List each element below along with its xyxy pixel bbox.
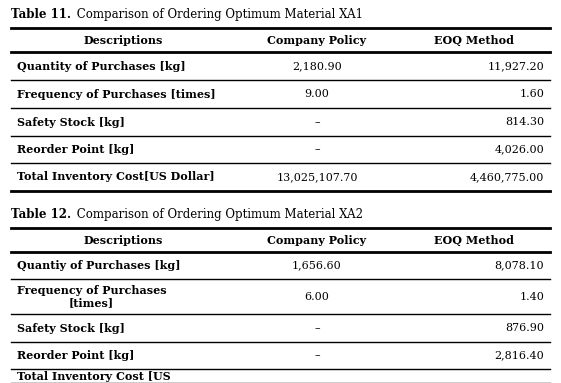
Text: Total Inventory Cost[US Dollar]: Total Inventory Cost[US Dollar]: [17, 172, 214, 183]
Text: Frequency of Purchases
[times]: Frequency of Purchases [times]: [17, 285, 167, 308]
Text: Quantiy of Purchases [kg]: Quantiy of Purchases [kg]: [17, 260, 180, 271]
Text: Company Policy: Company Policy: [268, 234, 366, 246]
Text: Reorder Point [kg]: Reorder Point [kg]: [17, 144, 134, 155]
Text: 6.00: 6.00: [305, 291, 329, 301]
Text: EOQ Method: EOQ Method: [434, 34, 514, 46]
Text: 1,656.60: 1,656.60: [292, 260, 342, 270]
Text: 4,026.00: 4,026.00: [494, 144, 544, 154]
Text: Company Policy: Company Policy: [268, 34, 366, 46]
Text: EOQ Method: EOQ Method: [434, 234, 514, 246]
Text: 876.90: 876.90: [505, 323, 544, 333]
Text: Table 12.: Table 12.: [11, 208, 71, 221]
Text: –: –: [314, 350, 320, 360]
Text: –: –: [314, 117, 320, 127]
Text: Frequency of Purchases [times]: Frequency of Purchases [times]: [17, 88, 215, 100]
Text: 2,816.40: 2,816.40: [494, 350, 544, 360]
Text: Descriptions: Descriptions: [84, 234, 163, 246]
Text: 1.60: 1.60: [519, 89, 544, 99]
Text: Reorder Point [kg]: Reorder Point [kg]: [17, 350, 134, 361]
Text: Descriptions: Descriptions: [84, 34, 163, 46]
Text: 4,460,775.00: 4,460,775.00: [470, 172, 544, 182]
Text: Comparison of Ordering Optimum Material XA2: Comparison of Ordering Optimum Material …: [73, 208, 363, 221]
Text: Total Inventory Cost [US: Total Inventory Cost [US: [17, 370, 171, 381]
Text: 13,025,107.70: 13,025,107.70: [276, 172, 358, 182]
Text: 8,078.10: 8,078.10: [495, 260, 544, 270]
Text: Table 11.: Table 11.: [11, 8, 71, 21]
Text: Safety Stock [kg]: Safety Stock [kg]: [17, 116, 125, 128]
Text: Quantity of Purchases [kg]: Quantity of Purchases [kg]: [17, 61, 186, 72]
Text: Comparison of Ordering Optimum Material XA1: Comparison of Ordering Optimum Material …: [73, 8, 363, 21]
Text: 9.00: 9.00: [305, 89, 329, 99]
Text: 1.40: 1.40: [519, 291, 544, 301]
Text: 2,180.90: 2,180.90: [292, 61, 342, 71]
Text: –: –: [314, 144, 320, 154]
Text: –: –: [314, 323, 320, 333]
Text: 814.30: 814.30: [505, 117, 544, 127]
Text: 11,927.20: 11,927.20: [488, 61, 544, 71]
Text: Safety Stock [kg]: Safety Stock [kg]: [17, 322, 125, 334]
